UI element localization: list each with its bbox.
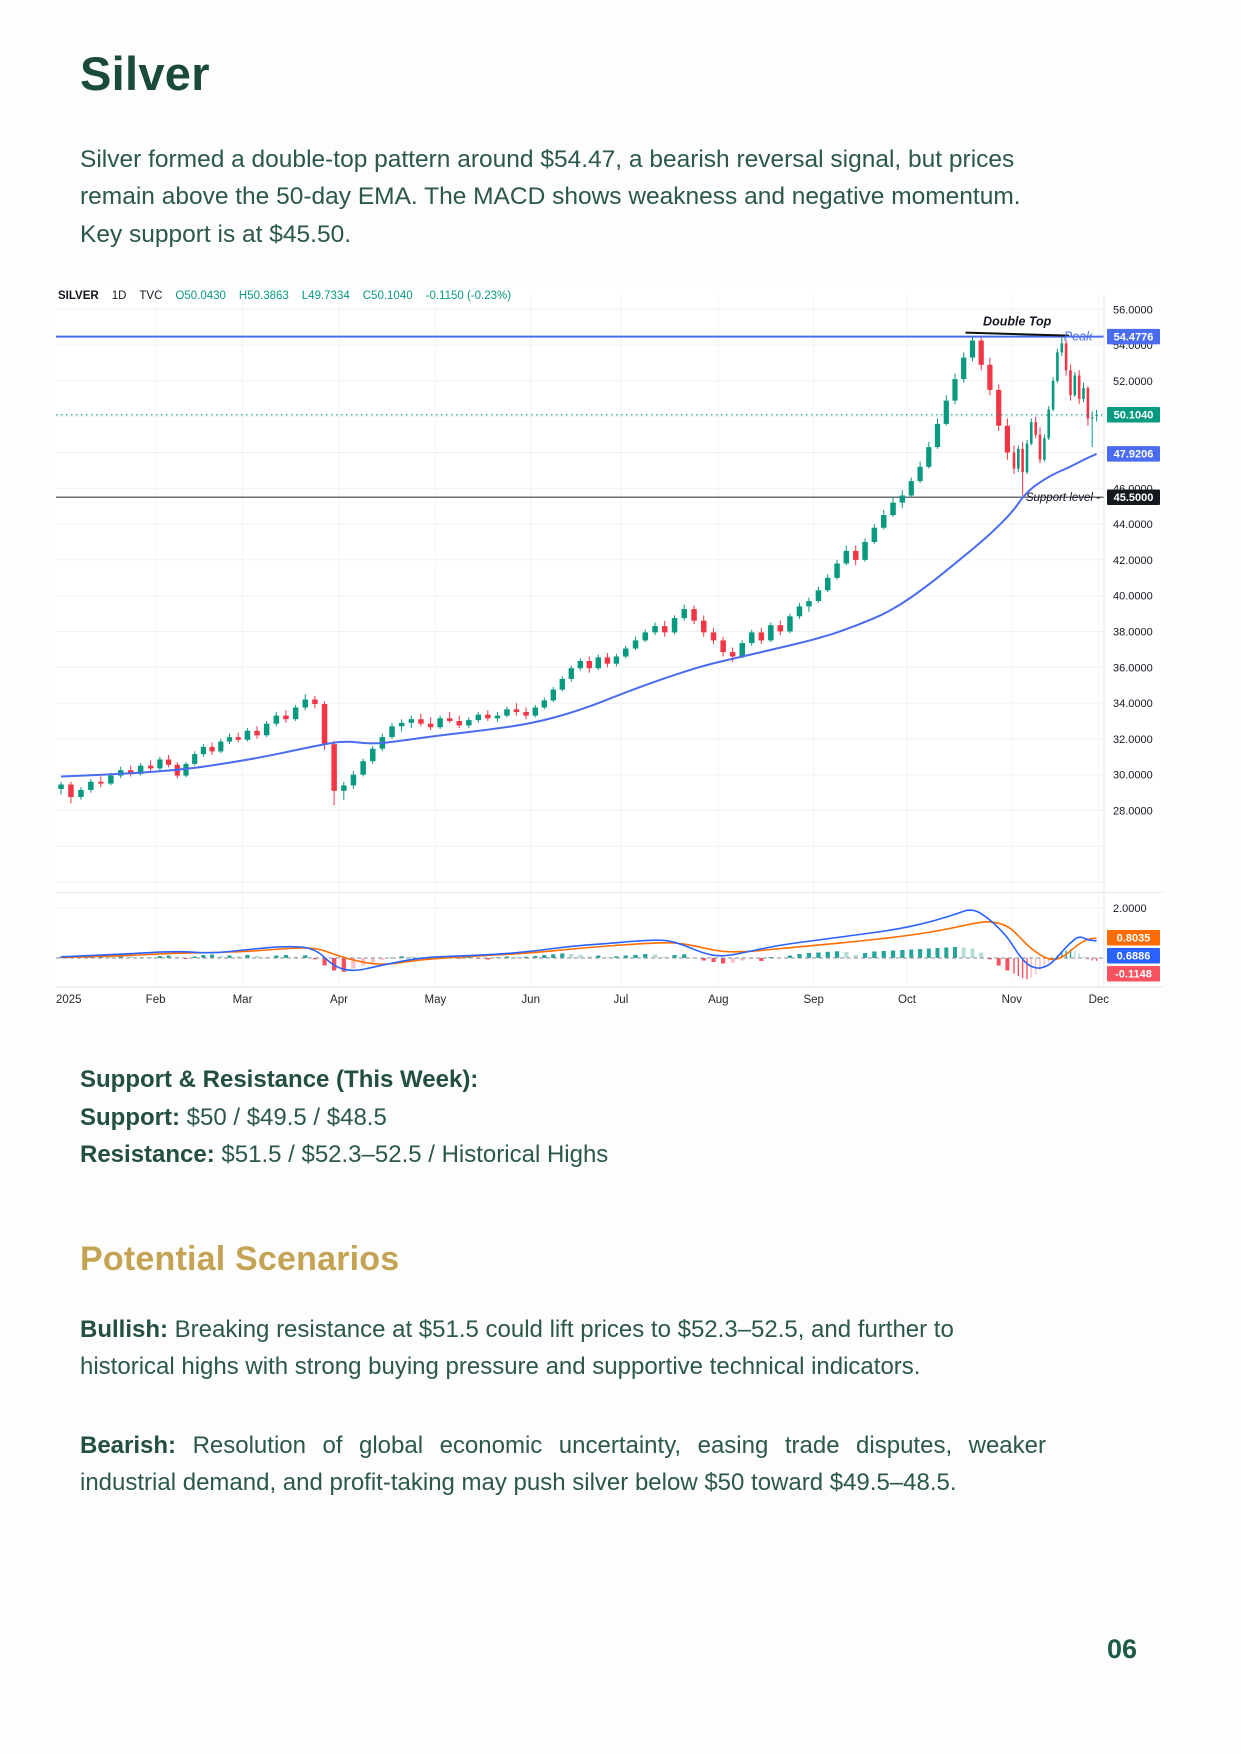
support-resistance-block: Support & Resistance (This Week): Suppor… [80, 1061, 1161, 1173]
support-resistance-heading: Support & Resistance (This Week): [80, 1066, 479, 1094]
svg-text:Support level -: Support level - [1026, 493, 1100, 505]
svg-text:-0.1148: -0.1148 [1115, 969, 1152, 981]
resistance-label: Resistance: [80, 1141, 215, 1169]
potential-scenarios-heading: Potential Scenarios [80, 1239, 400, 1278]
svg-text:56.0000: 56.0000 [1113, 305, 1153, 317]
svg-text:42.0000: 42.0000 [1113, 555, 1153, 567]
resistance-values: $51.5 / $52.3–52.5 / Historical Highs [221, 1141, 609, 1169]
bearish-label: Bearish: [80, 1432, 177, 1460]
svg-text:0.8035: 0.8035 [1117, 933, 1151, 945]
bearish-paragraph: Bearish: Resolution of global economic u… [80, 1427, 1046, 1501]
bearish-text: Resolution of global economic uncertaint… [80, 1432, 1046, 1497]
svg-text:2.0000: 2.0000 [1113, 903, 1147, 915]
silver-price-chart: 56.000054.000052.000050.000048.000046.00… [56, 281, 1162, 1012]
svg-text:34.0000: 34.0000 [1113, 699, 1153, 711]
intro-paragraph: Silver formed a double-top pattern aroun… [80, 146, 1021, 248]
bullish-label: Bullish: [80, 1315, 168, 1343]
page-number: 06 [1106, 1634, 1137, 1664]
resistance-line: Resistance: $51.5 / $52.3–52.5 / Histori… [80, 1136, 1161, 1173]
svg-text:45.5000: 45.5000 [1114, 492, 1154, 504]
svg-text:Jul: Jul [614, 994, 629, 1006]
svg-text:Oct: Oct [898, 994, 917, 1006]
svg-text:0.6886: 0.6886 [1117, 951, 1151, 963]
svg-text:Sep: Sep [803, 994, 823, 1006]
svg-text:54.4776: 54.4776 [1114, 332, 1154, 344]
svg-text:44.0000: 44.0000 [1113, 520, 1153, 532]
page-title: Silver [80, 47, 210, 100]
svg-text:Aug: Aug [708, 994, 728, 1006]
svg-text:Jun: Jun [521, 994, 540, 1006]
support-values: $50 / $49.5 / $48.5 [186, 1103, 387, 1131]
svg-text:2025: 2025 [56, 994, 82, 1006]
svg-text:38.0000: 38.0000 [1113, 627, 1153, 639]
svg-text:Dec: Dec [1089, 994, 1110, 1006]
support-label: Support: [80, 1103, 180, 1131]
svg-text:32.0000: 32.0000 [1113, 734, 1153, 746]
support-line: Support: $50 / $49.5 / $48.5 [80, 1099, 1161, 1136]
svg-text:Feb: Feb [146, 994, 166, 1006]
svg-text:Nov: Nov [1002, 994, 1023, 1006]
svg-text:36.0000: 36.0000 [1113, 663, 1153, 675]
svg-text:Peak -: Peak - [1064, 330, 1100, 344]
svg-text:47.9206: 47.9206 [1114, 449, 1154, 461]
svg-text:28.0000: 28.0000 [1113, 806, 1153, 818]
svg-text:40.0000: 40.0000 [1113, 591, 1153, 603]
candlestick-chart-svg: 56.000054.000052.000050.000048.000046.00… [56, 281, 1162, 1012]
svg-text:30.0000: 30.0000 [1113, 770, 1153, 782]
bullish-text: Breaking resistance at $51.5 could lift … [80, 1315, 954, 1380]
svg-text:Apr: Apr [330, 994, 348, 1006]
svg-text:50.1040: 50.1040 [1114, 410, 1154, 422]
svg-text:52.0000: 52.0000 [1113, 376, 1153, 388]
svg-text:May: May [425, 994, 447, 1006]
bullish-paragraph: Bullish: Breaking resistance at $51.5 co… [80, 1311, 1046, 1385]
svg-text:Mar: Mar [233, 994, 253, 1006]
svg-text:Double Top: Double Top [983, 315, 1052, 329]
